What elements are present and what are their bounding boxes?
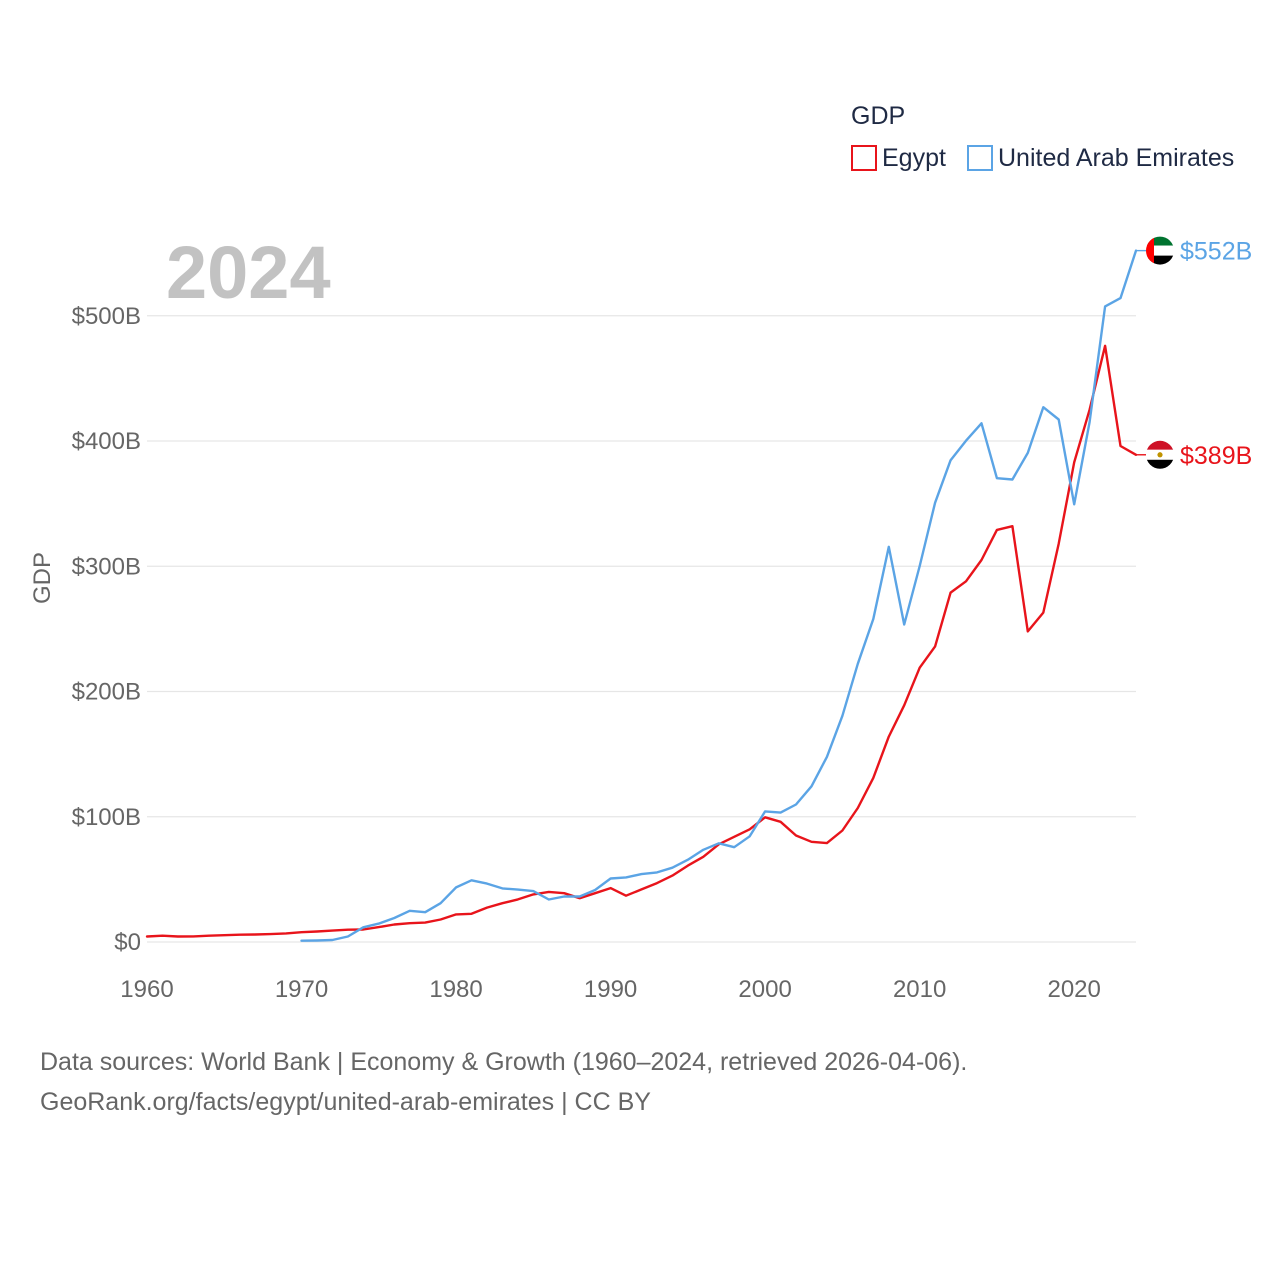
- series-lines: [145, 249, 1138, 942]
- legend-item-uae[interactable]: United Arab Emirates: [967, 144, 1234, 172]
- x-tick-label: 2020: [1047, 976, 1100, 1003]
- y-tick-label: $500B: [72, 303, 141, 330]
- series-line-uae: [300, 249, 1138, 942]
- x-tick-label: 1960: [120, 976, 173, 1003]
- x-tick-label: 2010: [893, 976, 946, 1003]
- y-axis-ticks: $0 $100B $200B $300B $400B $500B: [72, 303, 141, 956]
- legend-swatch-egypt: [851, 145, 877, 171]
- x-tick-label: 1970: [275, 976, 328, 1003]
- x-tick-label: 1980: [429, 976, 482, 1003]
- legend-title: GDP: [851, 102, 905, 130]
- y-tick-label: $400B: [72, 428, 141, 455]
- legend-item-egypt[interactable]: Egypt: [851, 144, 946, 172]
- uae-flag-icon: [1146, 236, 1174, 265]
- legend-label-uae: United Arab Emirates: [998, 144, 1234, 172]
- egypt-flag-icon: [1146, 440, 1174, 469]
- gridlines: [147, 315, 1136, 943]
- chart-footer: Data sources: World Bank | Economy & Gro…: [40, 1042, 967, 1122]
- y-tick-label: $300B: [72, 553, 141, 580]
- x-tick-label: 1990: [584, 976, 637, 1003]
- series-end-markers: $389B $552B: [1136, 236, 1252, 470]
- y-tick-label: $200B: [72, 679, 141, 706]
- source-link-text[interactable]: GeoRank.org/facts/egypt/united-arab-emir…: [40, 1088, 651, 1116]
- data-sources-text: Data sources: World Bank | Economy & Gro…: [40, 1048, 968, 1076]
- legend-label-egypt: Egypt: [882, 144, 946, 172]
- series-line-egypt: [145, 344, 1138, 938]
- uae-end-value-label: $552B: [1180, 238, 1252, 266]
- gdp-line-chart: $0 $100B $200B $300B $400B $500B 1960 1970 1980…: [29, 102, 1252, 1003]
- x-axis-ticks: 1960 1970 1980 1990 2000 2010 2020: [120, 976, 1101, 1003]
- legend-swatch-uae: [967, 145, 993, 171]
- x-tick-label: 2000: [738, 976, 791, 1003]
- y-tick-label: $100B: [72, 804, 141, 831]
- y-axis-title: GDP: [29, 552, 56, 604]
- highlight-year-label: 2024: [166, 231, 331, 314]
- legend: GDP Egypt United Arab Emirates: [851, 102, 1234, 172]
- y-tick-label: $0: [114, 929, 141, 956]
- egypt-end-value-label: $389B: [1180, 442, 1252, 470]
